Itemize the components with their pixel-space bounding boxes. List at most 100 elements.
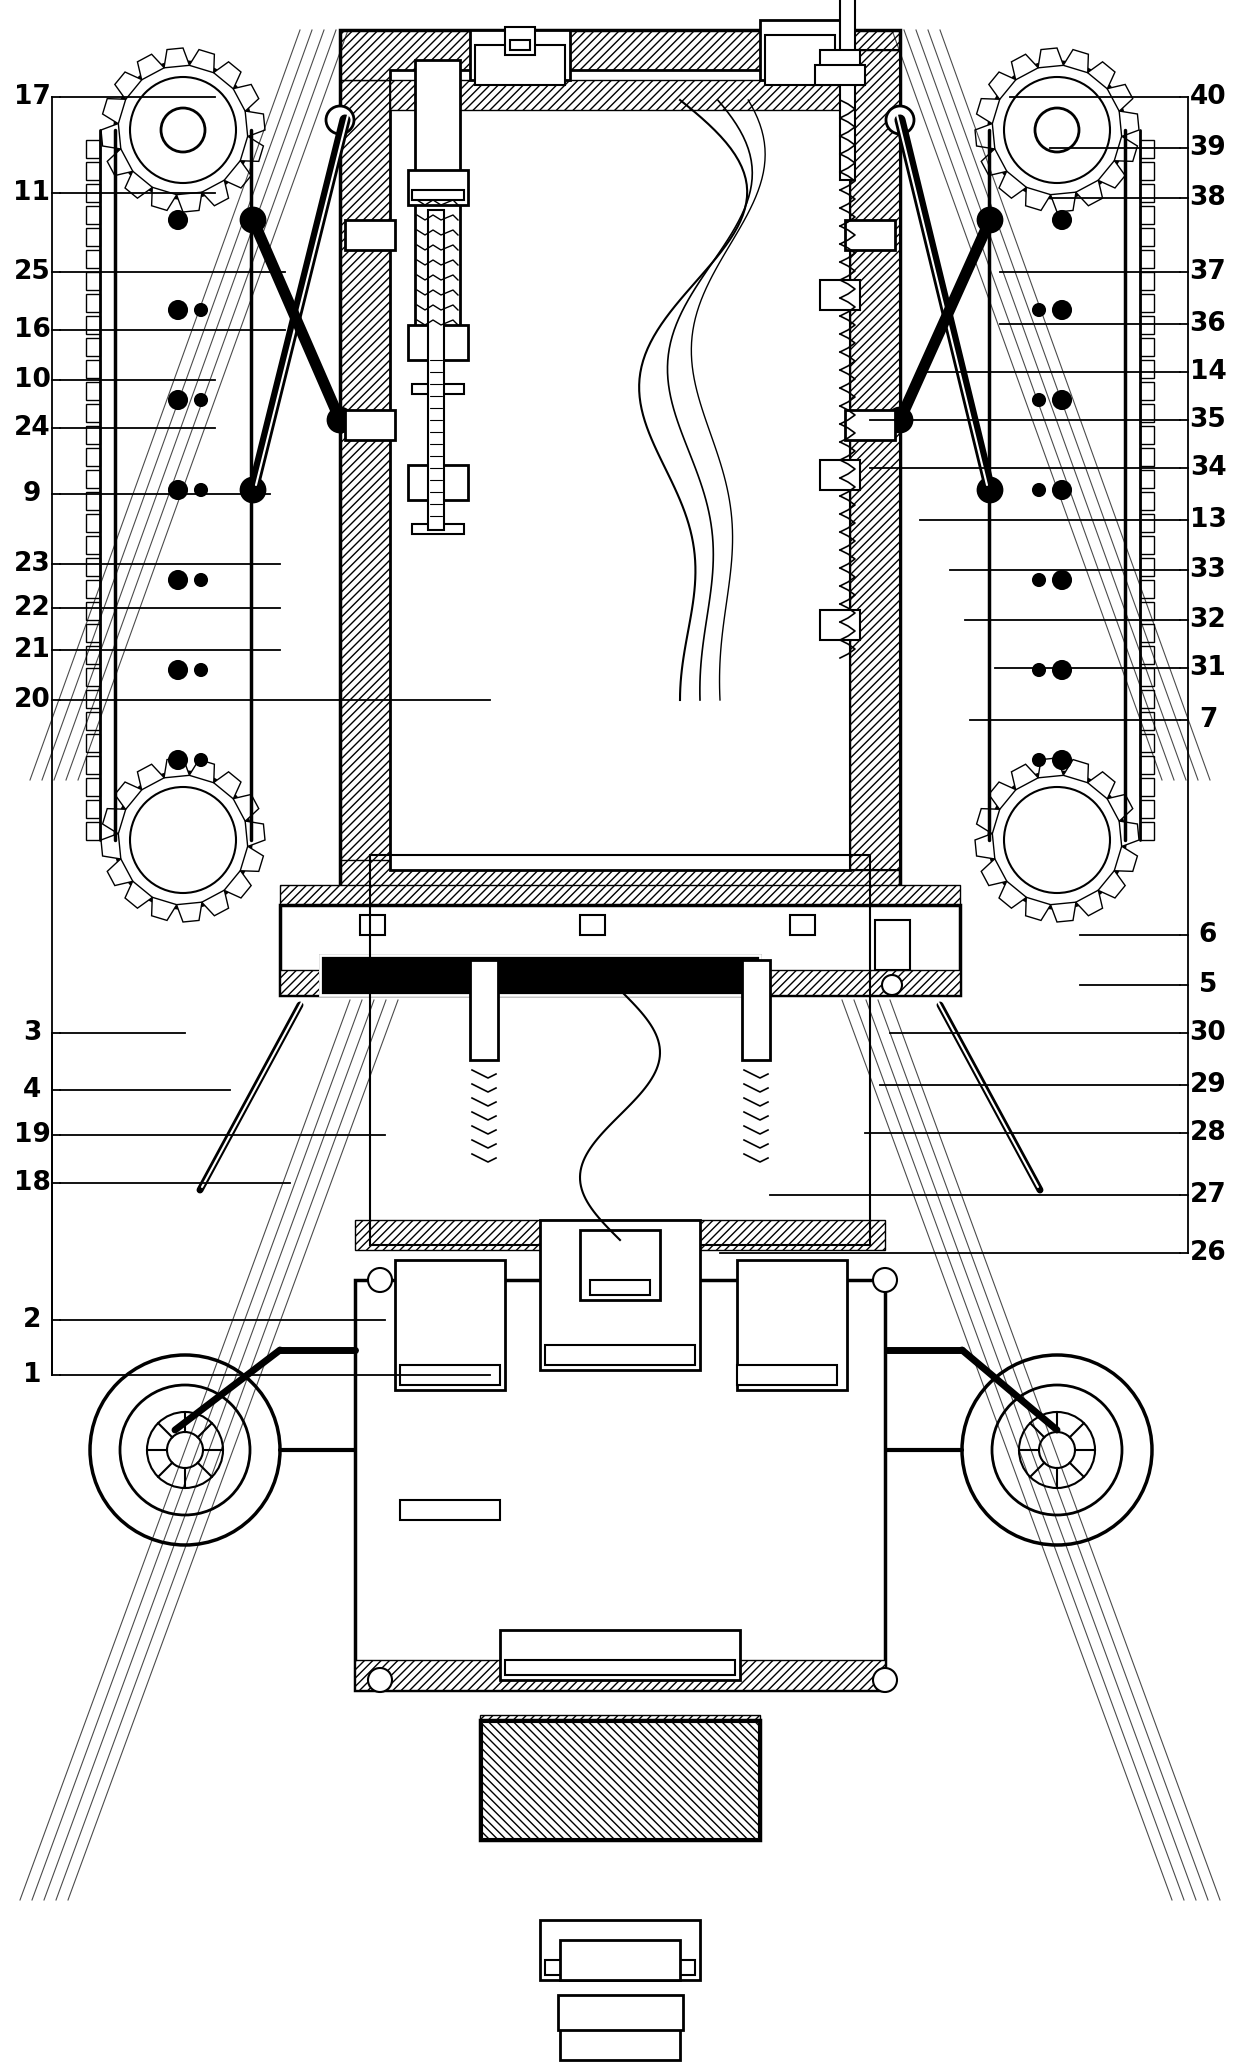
Bar	[396, 1260, 505, 1390]
Bar	[401, 1366, 500, 1384]
Bar	[820, 50, 861, 81]
Circle shape	[887, 105, 914, 134]
Polygon shape	[1099, 870, 1125, 899]
Polygon shape	[1115, 136, 1137, 161]
Polygon shape	[1140, 426, 1154, 444]
Text: 32: 32	[1189, 607, 1226, 632]
Polygon shape	[86, 514, 100, 533]
Polygon shape	[164, 48, 190, 68]
Polygon shape	[115, 72, 141, 99]
Polygon shape	[1120, 112, 1140, 136]
Polygon shape	[1140, 514, 1154, 533]
Polygon shape	[224, 161, 252, 188]
Bar	[482, 1721, 758, 1839]
Circle shape	[195, 395, 207, 407]
Polygon shape	[86, 822, 100, 841]
Polygon shape	[1038, 758, 1064, 777]
Polygon shape	[86, 316, 100, 335]
Polygon shape	[190, 760, 215, 783]
Bar	[391, 70, 849, 870]
Polygon shape	[86, 667, 100, 686]
Bar	[737, 1260, 847, 1390]
Text: 17: 17	[14, 85, 51, 109]
Polygon shape	[190, 50, 215, 72]
Bar	[412, 190, 464, 200]
Bar	[340, 31, 900, 81]
Polygon shape	[1140, 316, 1154, 335]
Circle shape	[368, 1667, 392, 1692]
Polygon shape	[1140, 667, 1154, 686]
Bar	[849, 81, 900, 901]
Bar	[480, 1715, 760, 1740]
Polygon shape	[1076, 890, 1102, 915]
Polygon shape	[1140, 601, 1154, 620]
Bar	[480, 1721, 760, 1841]
Text: 27: 27	[1189, 1182, 1226, 1209]
Polygon shape	[86, 207, 100, 223]
Polygon shape	[151, 897, 177, 921]
Polygon shape	[86, 161, 100, 180]
Bar	[849, 50, 900, 870]
Polygon shape	[977, 808, 999, 835]
Circle shape	[130, 787, 236, 893]
Polygon shape	[1120, 820, 1140, 847]
Bar	[345, 409, 396, 440]
Bar	[340, 859, 900, 901]
Bar	[546, 1961, 694, 1975]
Circle shape	[873, 1667, 897, 1692]
Circle shape	[1053, 302, 1071, 318]
Polygon shape	[138, 54, 164, 81]
Polygon shape	[999, 880, 1027, 909]
Bar	[428, 211, 444, 531]
Circle shape	[195, 483, 207, 496]
Text: 20: 20	[14, 688, 51, 713]
Text: 19: 19	[14, 1122, 51, 1149]
Polygon shape	[1107, 85, 1133, 112]
Circle shape	[1053, 752, 1071, 769]
Bar	[580, 1229, 660, 1300]
Circle shape	[169, 570, 187, 589]
Bar	[412, 525, 464, 533]
Polygon shape	[1140, 535, 1154, 554]
Text: 37: 37	[1189, 258, 1226, 285]
Polygon shape	[1050, 903, 1076, 921]
Polygon shape	[86, 382, 100, 401]
Circle shape	[1033, 395, 1045, 407]
Bar	[646, 2004, 656, 2021]
Polygon shape	[1050, 192, 1076, 213]
Text: 22: 22	[14, 595, 51, 622]
Bar	[500, 1630, 740, 1680]
Polygon shape	[1076, 180, 1102, 207]
Text: 35: 35	[1189, 407, 1226, 434]
Bar	[539, 1221, 701, 1370]
Text: 13: 13	[1189, 506, 1226, 533]
Polygon shape	[86, 535, 100, 554]
Bar	[412, 384, 464, 395]
Circle shape	[873, 1269, 897, 1291]
Polygon shape	[246, 820, 265, 847]
Circle shape	[1053, 570, 1071, 589]
Bar	[280, 971, 960, 996]
Polygon shape	[981, 859, 1007, 886]
Polygon shape	[1140, 469, 1154, 488]
Bar	[408, 169, 467, 205]
Polygon shape	[1107, 795, 1133, 822]
Polygon shape	[86, 779, 100, 795]
Text: 14: 14	[1189, 359, 1226, 384]
Text: 2: 2	[22, 1308, 41, 1333]
Polygon shape	[86, 359, 100, 378]
Bar	[790, 915, 815, 936]
Bar	[470, 961, 498, 1060]
Circle shape	[169, 390, 187, 409]
Bar	[737, 1366, 837, 1384]
Circle shape	[1053, 481, 1071, 500]
Circle shape	[1033, 304, 1045, 316]
Circle shape	[169, 481, 187, 500]
Polygon shape	[86, 624, 100, 643]
Circle shape	[120, 1384, 250, 1514]
Polygon shape	[86, 448, 100, 467]
Polygon shape	[86, 756, 100, 775]
Bar	[546, 1345, 694, 1366]
Bar	[505, 27, 534, 56]
Bar	[558, 1996, 683, 2031]
